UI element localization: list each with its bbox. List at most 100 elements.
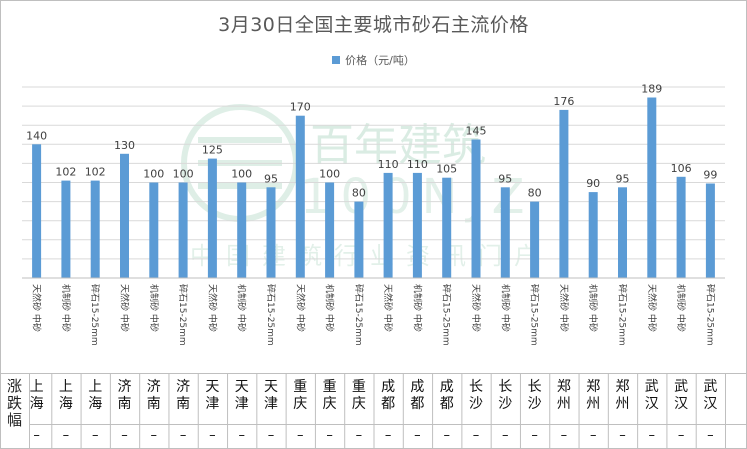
table-change-cell: – bbox=[560, 428, 568, 443]
category-label: 机制砂 中砂 bbox=[60, 284, 72, 332]
bar-value-label: 102 bbox=[55, 166, 76, 179]
table-city-char: 重 bbox=[322, 379, 337, 395]
table-city-char: 州 bbox=[615, 395, 630, 412]
table-header-char: 幅 bbox=[6, 410, 22, 429]
category-label: 机制砂 中砂 bbox=[587, 284, 599, 332]
table-change-cell: – bbox=[91, 428, 99, 443]
table-change-cell: – bbox=[707, 428, 714, 443]
bar-value-label: 140 bbox=[26, 129, 47, 142]
table-change-cell: – bbox=[648, 428, 656, 443]
category-label: 天然砂 中砂 bbox=[119, 284, 131, 332]
legend-label: 价格（元/吨） bbox=[345, 54, 415, 67]
category-label: 天然砂 中砂 bbox=[31, 284, 43, 332]
table-city-cell: 济南 bbox=[140, 379, 167, 413]
table-city-char: 津 bbox=[264, 395, 278, 412]
table-change-cell: – bbox=[414, 428, 421, 443]
table-city-char: 南 bbox=[117, 395, 132, 412]
table-change-cell: – bbox=[33, 428, 40, 443]
bar-value-label: 110 bbox=[378, 158, 399, 171]
table-city-cell: 天津 bbox=[228, 379, 255, 413]
table-city-char: 武 bbox=[703, 379, 718, 395]
table-city-cell: 郑州 bbox=[580, 379, 607, 413]
table-city-char: 天 bbox=[264, 379, 278, 395]
bar bbox=[500, 187, 510, 278]
table-city-cell: 长沙 bbox=[463, 379, 490, 413]
bar bbox=[32, 144, 42, 278]
category-label: 机制砂 中砂 bbox=[148, 284, 160, 332]
table-city-char: 沙 bbox=[469, 395, 483, 412]
bar bbox=[295, 115, 305, 278]
bar-value-label: 95 bbox=[616, 172, 630, 185]
table-city-cell: 上海 bbox=[82, 379, 109, 413]
table-city-char: 汉 bbox=[703, 395, 718, 412]
table-change-cell: – bbox=[121, 428, 128, 443]
table-change-cell: – bbox=[62, 428, 70, 443]
table-city-char: 南 bbox=[176, 395, 191, 412]
bar bbox=[207, 158, 217, 278]
bar-value-label: 90 bbox=[586, 177, 600, 190]
table-city-char: 沙 bbox=[527, 395, 542, 412]
table-change-cell: – bbox=[267, 428, 275, 443]
table-city-char: 海 bbox=[88, 395, 103, 412]
bar-value-label: 170 bbox=[290, 101, 311, 114]
table-city-cell: 武汉 bbox=[638, 379, 665, 413]
table-city-char: 济 bbox=[146, 379, 161, 395]
watermark-brand-cn: 百年建筑 bbox=[310, 120, 486, 171]
category-label: 碎石15-25mm bbox=[177, 284, 189, 346]
bar bbox=[618, 187, 627, 278]
table-change-cell: – bbox=[179, 428, 187, 443]
bar-value-label: 145 bbox=[466, 125, 487, 138]
category-label: 碎石15-25mm bbox=[89, 284, 101, 346]
bar bbox=[412, 172, 422, 278]
bar bbox=[325, 182, 335, 278]
table-city-char: 都 bbox=[410, 395, 425, 412]
table-city-char: 武 bbox=[674, 379, 689, 395]
table-city-char: 济 bbox=[117, 379, 132, 395]
category-label: 机制砂 中砂 bbox=[499, 284, 511, 332]
table-city-cell: 上海 bbox=[52, 379, 79, 413]
table-city-char: 重 bbox=[351, 379, 366, 395]
bar-value-label: 95 bbox=[498, 172, 512, 185]
table-change-cell: – bbox=[443, 428, 450, 443]
table-city-char: 上 bbox=[58, 379, 73, 395]
table-city-char: 武 bbox=[644, 379, 659, 395]
bar-value-label: 125 bbox=[202, 144, 223, 157]
table-city-cell: 长沙 bbox=[492, 379, 519, 413]
table-city-char: 汉 bbox=[674, 395, 689, 412]
table-change-cell: – bbox=[619, 428, 626, 443]
table-city-cell: 天津 bbox=[258, 379, 285, 413]
bar bbox=[647, 97, 657, 278]
bar-value-label: 176 bbox=[553, 95, 574, 108]
bar bbox=[383, 172, 393, 278]
legend-swatch bbox=[332, 56, 341, 64]
bar-value-label: 102 bbox=[85, 166, 106, 179]
category-label: 机制砂 中砂 bbox=[324, 284, 336, 332]
table-city-char: 津 bbox=[234, 395, 249, 412]
table-change-cell: – bbox=[297, 428, 304, 443]
table-city-char: 长 bbox=[527, 379, 542, 395]
category-label: 碎石15-25mm bbox=[617, 284, 629, 346]
bar-value-label: 100 bbox=[143, 168, 164, 181]
table-city-cell: 重庆 bbox=[316, 379, 343, 413]
bar-value-label: 80 bbox=[352, 187, 366, 200]
bar-value-label: 100 bbox=[173, 168, 194, 181]
table-city-char: 郑 bbox=[586, 379, 601, 395]
table-change-cell: – bbox=[531, 428, 538, 443]
table-city-char: 海 bbox=[29, 395, 44, 412]
table-city-cell: 济南 bbox=[111, 379, 138, 413]
table-city-char: 沙 bbox=[498, 395, 513, 412]
category-label: 天然砂 中砂 bbox=[470, 284, 482, 332]
table-city-cell: 上海 bbox=[23, 379, 50, 413]
table-header: 涨跌幅 bbox=[0, 378, 29, 428]
table-change-cell: – bbox=[589, 428, 597, 443]
bar bbox=[149, 182, 159, 278]
table-city-cell: 郑州 bbox=[550, 379, 577, 413]
bar-value-label: 105 bbox=[436, 163, 457, 176]
table-city-cell: 天津 bbox=[199, 379, 226, 413]
table-city-char: 海 bbox=[58, 395, 73, 412]
chart-legend: 价格（元/吨） bbox=[0, 52, 747, 68]
bar bbox=[442, 177, 452, 278]
table-city-char: 上 bbox=[29, 379, 44, 395]
bar bbox=[237, 182, 247, 278]
category-label: 机制砂 中砂 bbox=[411, 284, 423, 332]
